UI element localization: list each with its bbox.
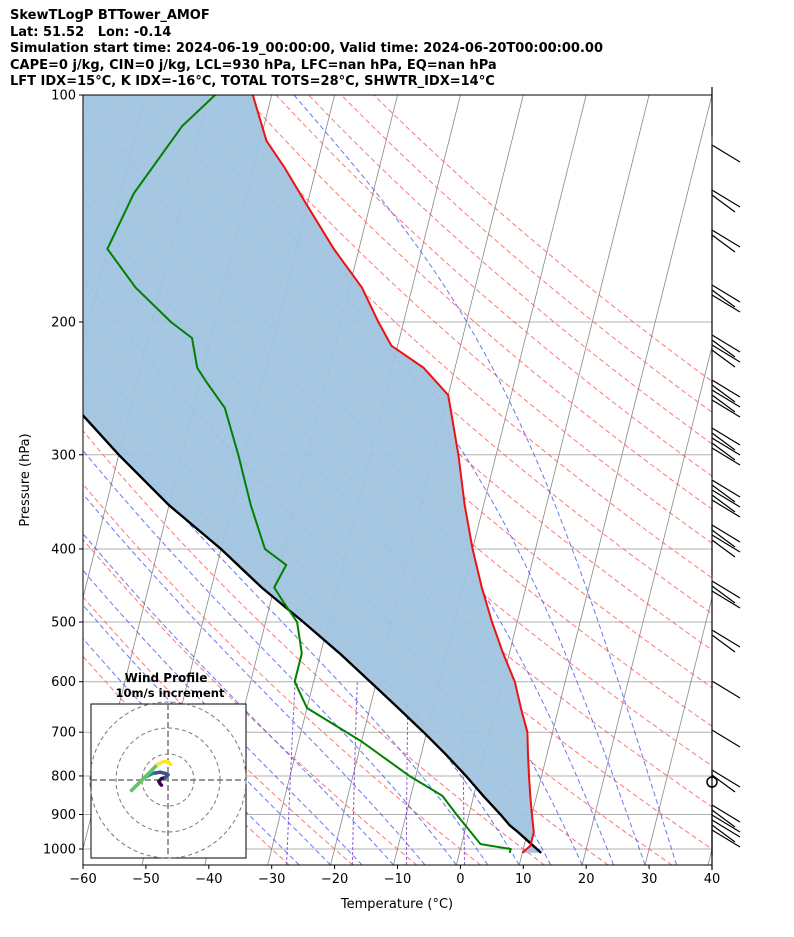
x-tick-label: −10 (384, 872, 411, 887)
header-indices-2: LFT IDX=15°C, K IDX=-16°C, TOTAL TOTS=28… (10, 74, 495, 89)
hodograph-title: Wind Profile (125, 671, 208, 685)
wind-barb (711, 334, 741, 385)
dry-adiabat (243, 95, 712, 510)
moist-adiabat (293, 95, 678, 865)
dry-adiabat (83, 538, 418, 865)
y-tick-label: 600 (51, 675, 76, 690)
mixing-ratio-line (351, 681, 358, 865)
moist-adiabat (83, 569, 363, 865)
x-tick-label: −40 (195, 872, 222, 887)
moist-adiabat (83, 449, 457, 865)
y-tick-label: 400 (51, 542, 76, 557)
x-tick-label: −30 (258, 872, 285, 887)
x-tick-label: 10 (515, 872, 532, 887)
wind-barb (711, 819, 741, 870)
moist-adiabat (83, 532, 394, 865)
x-tick-label: 30 (641, 872, 658, 887)
isotherm-line (644, 596, 712, 865)
wind-barb (711, 379, 741, 430)
wind-barb (711, 229, 741, 280)
dry-adiabat (340, 95, 712, 413)
cape-shading (83, 95, 542, 853)
x-axis-label: Temperature (°C) (340, 897, 453, 912)
isotherm-line (518, 95, 712, 865)
dry-adiabat (83, 483, 481, 865)
x-tick-label: 40 (704, 872, 721, 887)
y-tick-label: 800 (51, 769, 76, 784)
dry-adiabat (83, 596, 354, 865)
isotherm-line (707, 847, 712, 865)
y-tick-label: 500 (51, 616, 76, 631)
y-tick-label: 1000 (43, 843, 76, 858)
y-tick-label: 100 (51, 89, 76, 104)
x-tick-label: −60 (69, 872, 96, 887)
header-location: Lat: 51.52 Lon: -0.14 (10, 24, 172, 40)
temperature-line (251, 95, 535, 854)
x-tick-label: 20 (578, 872, 595, 887)
x-tick-label: −20 (321, 872, 348, 887)
y-tick-label: 300 (51, 448, 76, 463)
wind-barb (711, 629, 741, 680)
hodograph-segment (142, 767, 155, 780)
header-title: SkewTLogP BTTower_AMOF (10, 8, 210, 23)
hodograph-segment (135, 775, 147, 787)
dewpoint-line (106, 95, 512, 854)
header-times: Simulation start time: 2024-06-19_00:00:… (10, 41, 603, 56)
x-tick-label: −50 (132, 872, 159, 887)
dry-adiabat (83, 430, 545, 865)
y-tick-label: 900 (51, 808, 76, 823)
calm-wind-circle (706, 776, 718, 788)
moist-adiabat (83, 604, 331, 865)
wind-barb (711, 479, 741, 530)
wind-barb (711, 680, 741, 731)
header-indices-1: CAPE=0 j/kg, CIN=0 j/kg, LCL=930 hPa, LF… (10, 57, 497, 73)
x-tick-label: 0 (456, 872, 464, 887)
isotherm-line (83, 95, 84, 97)
y-tick-label: 700 (51, 726, 76, 741)
hodograph-subtitle: 10m/s increment (116, 686, 225, 700)
wind-barb (711, 427, 741, 478)
parcel-profile-line (83, 413, 543, 854)
y-axis-label: Pressure (hPa) (18, 433, 33, 526)
y-tick-label: 200 (51, 315, 76, 330)
wind-barb (711, 804, 741, 855)
wind-barb (711, 144, 741, 195)
chart-header: SkewTLogP BTTower_AMOF Lat: 51.52 Lon: -0… (10, 8, 603, 91)
hodograph-inset: Wind Profile 10m/s increment (89, 671, 247, 859)
dry-adiabat (178, 95, 712, 579)
wind-barb (711, 284, 741, 335)
wind-barb (711, 580, 741, 631)
wind-barb (711, 524, 741, 575)
dry-adiabat (210, 95, 712, 544)
hodograph-segment (166, 760, 173, 767)
mixing-ratio-line (286, 681, 296, 865)
wind-barbs (711, 87, 741, 870)
isotherm-line (581, 344, 712, 865)
